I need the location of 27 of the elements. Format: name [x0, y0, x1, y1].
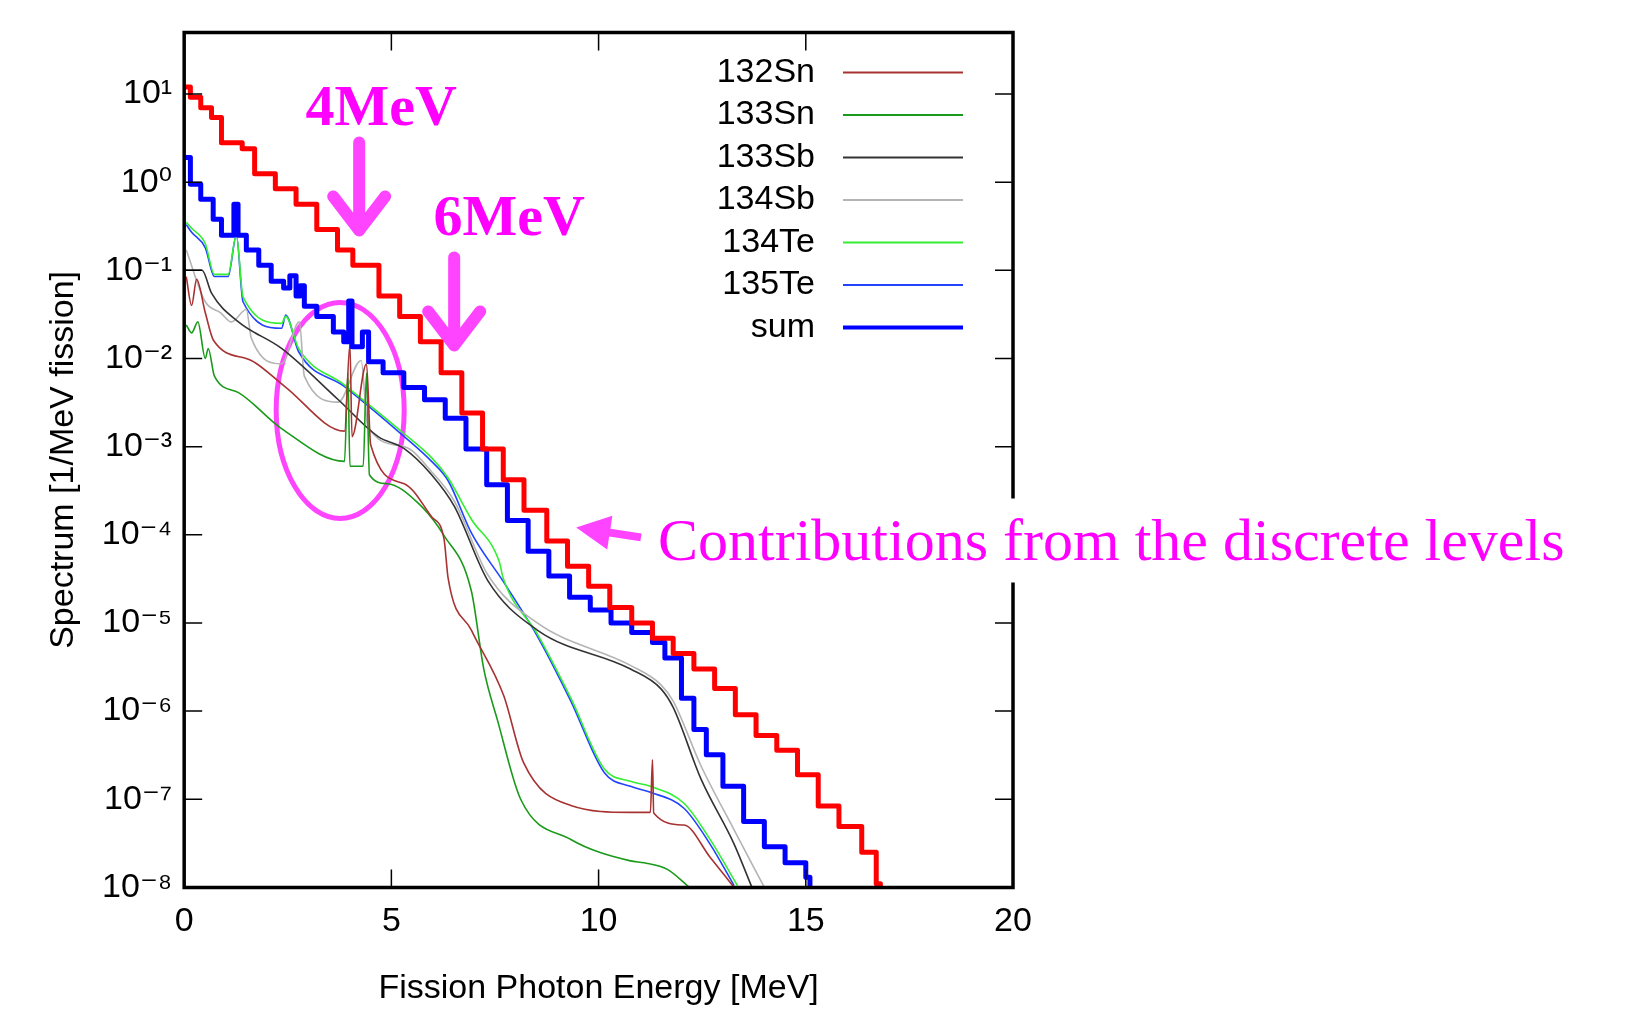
x-tick-label: 20 [994, 900, 1032, 939]
x-tick-label: 0 [174, 900, 194, 939]
annotation: 4MeV [305, 73, 457, 139]
legend-label: 132Sn [716, 50, 815, 89]
annotation: Contributions from the discrete levels [658, 507, 1565, 574]
y-tick-label: 10⁻⁴ [101, 513, 173, 552]
y-tick-label: 10⁰ [120, 160, 173, 199]
y-tick-label: 10¹ [123, 72, 173, 111]
legend-label: 134Te [722, 220, 815, 259]
y-tick-label: 10⁻³ [105, 425, 173, 464]
x-tick-label: 15 [786, 900, 825, 939]
y-tick-label: 10⁻⁸ [102, 865, 173, 904]
legend-label: sum [750, 305, 815, 344]
y-tick-label: 10⁻¹ [105, 248, 173, 287]
y-axis-title: Spectrum [1/MeV fission] [41, 270, 80, 649]
y-tick-label: 10⁻⁵ [102, 601, 173, 640]
y-tick-label: 10⁻⁷ [104, 777, 173, 816]
y-tick-label: 10⁻⁶ [102, 689, 173, 728]
legend-label: 133Sn [716, 93, 815, 132]
y-tick-label: 10⁻² [105, 336, 173, 375]
x-tick-label: 10 [579, 900, 618, 939]
legend-label: 135Te [722, 263, 815, 302]
x-axis-title: Fission Photon Energy [MeV] [378, 966, 819, 1005]
legend-label: 134Sb [716, 178, 815, 217]
legend-label: 133Sb [716, 135, 815, 174]
x-tick-label: 5 [381, 900, 401, 939]
annotation: 6MeV [433, 183, 585, 249]
